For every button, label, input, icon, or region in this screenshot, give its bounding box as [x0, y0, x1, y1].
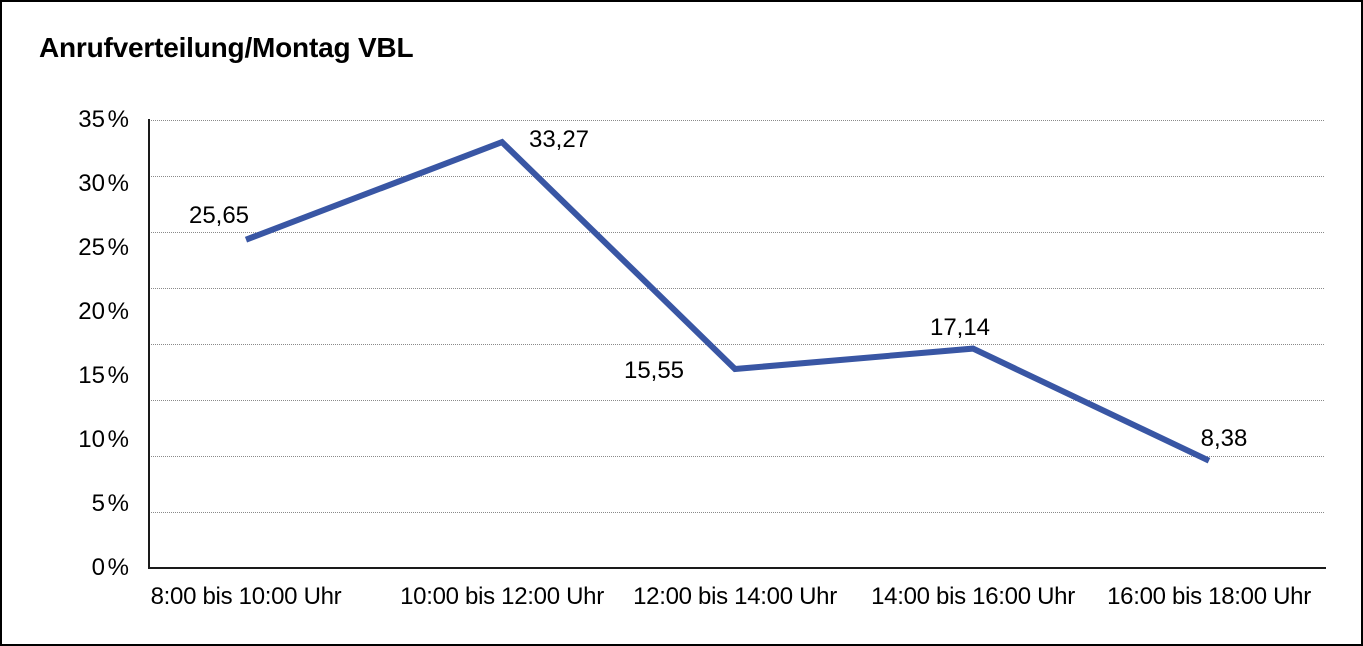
gridline — [149, 120, 1324, 121]
data-point-label: 8,38 — [1200, 424, 1248, 452]
data-line-series — [244, 138, 1211, 464]
data-point-label: 17,14 — [929, 313, 991, 341]
gridline — [149, 176, 1324, 177]
data-point-label: 33,27 — [528, 126, 590, 154]
x-axis-line — [148, 567, 1326, 569]
y-axis-tick-label: 20 % — [78, 298, 129, 325]
y-axis-line — [148, 119, 150, 569]
y-axis-tick-label: 30 % — [78, 170, 129, 197]
gridline — [149, 344, 1324, 345]
gridline — [149, 232, 1324, 233]
data-point-label: 15,55 — [623, 356, 685, 384]
y-axis-tick-label: 0 % — [91, 554, 129, 581]
y-axis-tick-label: 15 % — [78, 362, 129, 389]
x-axis-category-label: 10:00 bis 12:00 Uhr — [400, 583, 604, 610]
gridline — [149, 400, 1324, 401]
y-axis-tick-label: 5 % — [91, 490, 129, 517]
gridline — [149, 456, 1324, 457]
data-point-label: 25,65 — [188, 201, 250, 229]
gridline — [149, 288, 1324, 289]
gridline — [149, 512, 1324, 513]
x-axis-category-label: 16:00 bis 18:00 Uhr — [1107, 583, 1311, 610]
y-axis-tick-label: 25 % — [78, 234, 129, 261]
x-axis-category-label: 14:00 bis 16:00 Uhr — [871, 583, 1075, 610]
x-axis-category-label: 12:00 bis 14:00 Uhr — [633, 583, 837, 610]
chart-title: Anrufverteilung/Montag VBL — [39, 32, 414, 63]
y-axis-tick-label: 10 % — [78, 426, 129, 453]
y-axis-tick-label: 35 % — [78, 106, 129, 133]
x-axis-category-label: 8:00 bis 10:00 Uhr — [150, 583, 342, 610]
